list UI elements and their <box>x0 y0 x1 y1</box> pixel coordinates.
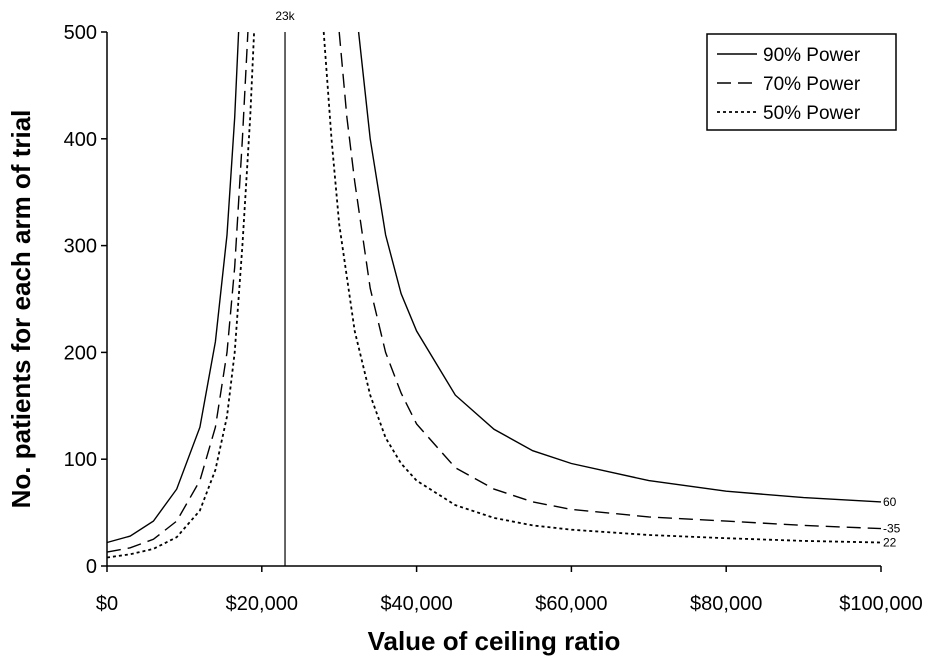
legend-entry-label: 50% Power <box>763 103 861 124</box>
y-tick-label: 300 <box>64 236 97 258</box>
x-tick-label: $80,000 <box>690 593 762 615</box>
x-tick-label: $60,000 <box>535 593 607 615</box>
series-line-solid-right <box>357 31 882 503</box>
legend: 90% Power 70% Power 50% Power <box>706 33 897 131</box>
y-tick-label: 0 <box>86 556 97 578</box>
y-tick-label: 400 <box>64 129 97 151</box>
plot-area: 0 100 200 300 400 500 $0 $20,000 $40,000 $60,000 $… <box>64 9 923 615</box>
series-line-dotted-right <box>322 31 882 544</box>
legend-entry-label: 70% Power <box>763 74 861 95</box>
y-axis-title: No. patients for each arm of trial <box>6 110 36 509</box>
x-tick-label: $40,000 <box>380 593 452 615</box>
y-tick-label: 100 <box>64 449 97 471</box>
y-tick-label: 200 <box>64 342 97 364</box>
legend-box <box>706 33 897 131</box>
series-line-dashed-left <box>106 31 249 553</box>
series-line-dotted-left <box>106 31 255 559</box>
series-end-label: 60 <box>883 495 897 509</box>
x-axis-title: Value of ceiling ratio <box>368 626 621 656</box>
x-tick-label: $20,000 <box>226 593 298 615</box>
series-line-solid-left <box>106 31 240 544</box>
x-tick-label: $100,000 <box>839 593 922 615</box>
series-end-label: -35 <box>883 522 901 536</box>
legend-entry-label: 90% Power <box>763 45 861 66</box>
x-tick-label: $0 <box>96 593 118 615</box>
reference-line-label: 23k <box>275 9 295 23</box>
series-line-dashed-right <box>338 31 882 530</box>
series-end-label: 22 <box>883 536 897 550</box>
y-tick-label: 500 <box>64 22 97 44</box>
